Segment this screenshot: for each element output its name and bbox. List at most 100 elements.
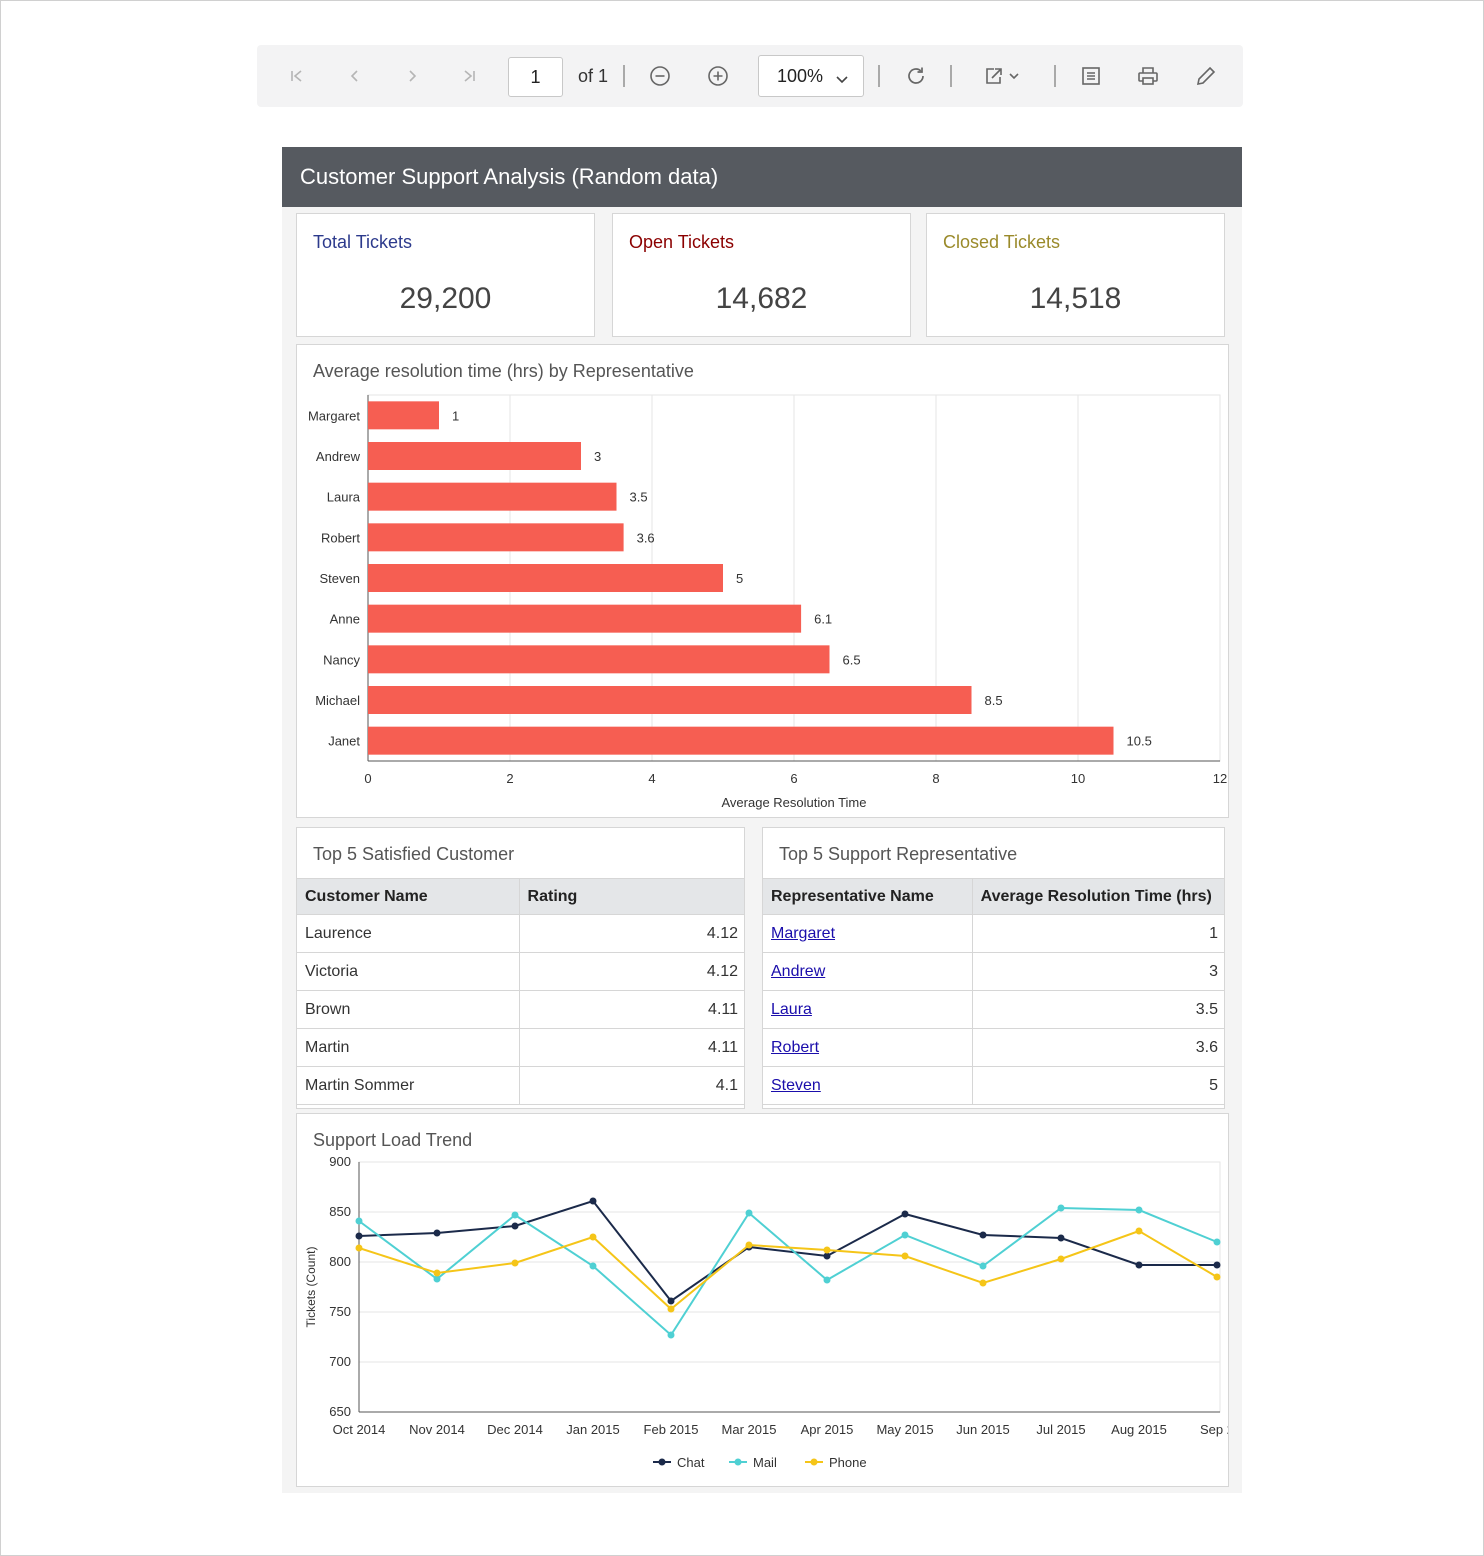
data-point <box>511 1259 519 1267</box>
representative-link[interactable]: Andrew <box>771 962 826 980</box>
y-tick-label: 900 <box>329 1154 351 1169</box>
kpi-value: 29,200 <box>399 282 492 315</box>
zoom-out-icon[interactable] <box>647 45 673 107</box>
data-point <box>667 1331 675 1339</box>
rating-cell: 4.12 <box>518 914 746 953</box>
data-point <box>745 1209 753 1217</box>
column-header-representative-name[interactable]: Representative Name <box>762 878 973 915</box>
y-tick-label: Laura <box>327 490 361 505</box>
representative-link[interactable]: Steven <box>771 1076 821 1094</box>
print-layout-icon[interactable] <box>1078 45 1104 107</box>
data-point <box>1057 1234 1065 1242</box>
x-tick-label: 0 <box>364 771 371 786</box>
y-tick-label: 850 <box>329 1204 351 1219</box>
chevron-down-icon <box>835 70 849 91</box>
rating-cell: 4.11 <box>518 990 746 1029</box>
data-point <box>901 1210 909 1218</box>
table-row: Robert 3.6 <box>762 1028 1226 1067</box>
customers-panel: Top 5 Satisfied Customer Customer Name R… <box>296 827 746 1109</box>
data-point <box>1135 1261 1143 1269</box>
data-label: 3 <box>594 449 601 464</box>
bar <box>368 442 581 470</box>
x-tick-label: Aug 2015 <box>1111 1422 1167 1437</box>
data-point <box>355 1217 363 1225</box>
line-chart: 650 700 750 800 850 900 Oct 2014 Nov 2014 Dec 20… <box>304 1154 1228 1470</box>
table-row: Brown 4.11 <box>296 990 746 1029</box>
data-point <box>979 1279 987 1287</box>
bar <box>368 482 617 511</box>
x-tick-label: Apr 2015 <box>801 1422 854 1437</box>
data-point <box>667 1305 675 1313</box>
data-label: 8.5 <box>985 693 1003 708</box>
representative-link[interactable]: Margaret <box>771 924 836 942</box>
last-page-icon[interactable] <box>457 45 481 107</box>
export-icon[interactable] <box>979 45 1025 107</box>
kpi-value: 14,682 <box>715 282 808 315</box>
data-point <box>901 1252 909 1260</box>
bar-chart: 0 2 4 6 8 10 12 Margaret 1 Andrew 3 Laura 3.5 Robert 3… <box>308 394 1227 810</box>
data-point <box>667 1297 675 1305</box>
kpi-label: Open Tickets <box>629 232 735 252</box>
zoom-value: 100% <box>777 65 824 86</box>
toolbar-separator <box>1054 65 1056 87</box>
x-tick-label: 4 <box>648 771 655 786</box>
customers-title: Top 5 Satisfied Customer <box>313 844 515 864</box>
refresh-icon[interactable] <box>903 45 929 107</box>
representative-name-cell: Robert <box>762 1028 973 1067</box>
customer-name-cell: Martin <box>296 1028 520 1067</box>
zoom-select[interactable]: 100% <box>758 55 864 97</box>
zoom-in-icon[interactable] <box>705 45 731 107</box>
annotate-icon[interactable] <box>1193 45 1219 107</box>
toolbar-separator <box>878 65 880 87</box>
x-tick-label: Jul 2015 <box>1036 1422 1085 1437</box>
representative-link[interactable]: Laura <box>771 1000 812 1018</box>
avg-resolution-cell: 1 <box>971 914 1226 953</box>
reps-panel: Top 5 Support Representative Representat… <box>762 827 1226 1109</box>
column-header-customer-name[interactable]: Customer Name <box>296 878 520 915</box>
representative-link[interactable]: Robert <box>771 1038 820 1056</box>
column-header-avg-resolution[interactable]: Average Resolution Time (hrs) <box>971 878 1226 915</box>
y-tick-label: Margaret <box>308 408 360 423</box>
customer-name-cell: Martin Sommer <box>296 1066 520 1105</box>
x-tick-label: Dec 2014 <box>487 1422 543 1437</box>
y-tick-label: Janet <box>328 734 360 749</box>
kpi-label: Total Tickets <box>313 232 413 252</box>
page-number-input[interactable]: 1 <box>508 57 563 97</box>
kpi-value: 14,518 <box>1029 282 1122 315</box>
data-point <box>901 1231 909 1239</box>
print-icon[interactable] <box>1135 45 1161 107</box>
avg-resolution-cell: 3.5 <box>971 990 1226 1029</box>
column-header-rating[interactable]: Rating <box>518 878 746 915</box>
x-axis-title: Average Resolution Time <box>721 795 866 810</box>
y-tick-label: 700 <box>329 1354 351 1369</box>
data-point <box>589 1197 597 1205</box>
page-count-label: of 1 <box>578 66 609 86</box>
line-chart-panel: Support Load Trend 650 700 750 800 850 900 Oct… <box>296 1113 1229 1487</box>
bar-chart-title: Average resolution time (hrs) by Represe… <box>313 361 694 381</box>
rating-cell: 4.11 <box>518 1028 746 1067</box>
plot-area <box>358 1161 1221 1413</box>
x-tick-label: Nov 2014 <box>409 1422 465 1437</box>
x-tick-label: Oct 2014 <box>333 1422 386 1437</box>
avg-resolution-cell: 3.6 <box>971 1028 1226 1067</box>
prev-page-icon[interactable] <box>343 45 367 107</box>
bar <box>368 686 972 714</box>
y-tick-label: Andrew <box>316 449 361 464</box>
data-point <box>823 1252 831 1260</box>
data-point <box>355 1244 363 1252</box>
representative-name-cell: Margaret <box>762 914 973 953</box>
data-point <box>511 1211 519 1219</box>
x-tick-label: 12 <box>1213 771 1227 786</box>
report-page: Customer Support Analysis (Random data) … <box>282 147 1242 1493</box>
legend-marker <box>734 1458 742 1466</box>
representative-name-cell: Andrew <box>762 952 973 991</box>
bar <box>368 726 1114 755</box>
data-label: 5 <box>736 571 743 586</box>
data-point <box>589 1262 597 1270</box>
representative-name-cell: Laura <box>762 990 973 1029</box>
kpi-card-total: Total Tickets 29,200 <box>296 213 595 337</box>
y-tick-label: 750 <box>329 1304 351 1319</box>
report-title: Customer Support Analysis (Random data) <box>282 147 1242 207</box>
first-page-icon[interactable] <box>285 45 309 107</box>
next-page-icon[interactable] <box>400 45 424 107</box>
